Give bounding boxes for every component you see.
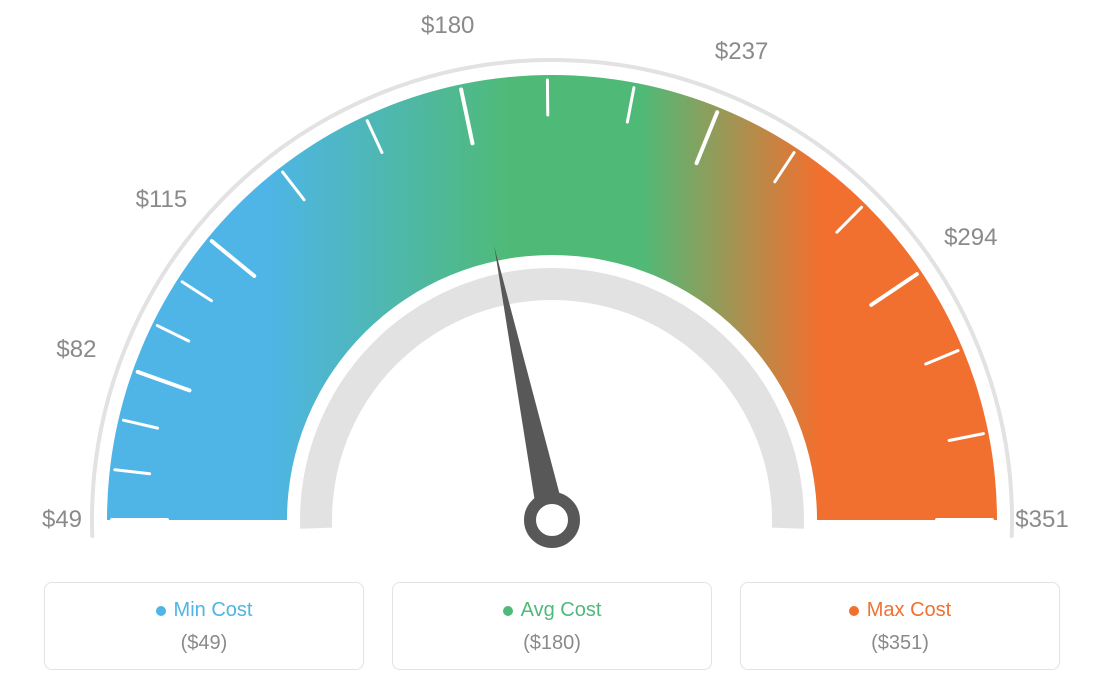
legend-dot-max xyxy=(849,606,859,616)
legend-card-avg: Avg Cost ($180) xyxy=(392,582,712,670)
legend-label-avg: Avg Cost xyxy=(521,599,602,622)
cost-gauge: $49 $82 $115 $180 $237 $294 $351 xyxy=(0,0,1104,560)
tick-label: $82 xyxy=(56,336,96,364)
legend-title-min: Min Cost xyxy=(156,599,253,622)
legend-value-min: ($49) xyxy=(45,632,363,655)
gauge-svg xyxy=(0,0,1104,560)
legend-card-max: Max Cost ($351) xyxy=(740,582,1060,670)
tick-label: $49 xyxy=(42,506,82,534)
tick-label: $351 xyxy=(1015,506,1068,534)
tick-label: $115 xyxy=(136,186,188,214)
legend-row: Min Cost ($49) Avg Cost ($180) Max Cost … xyxy=(0,582,1104,670)
legend-label-min: Min Cost xyxy=(174,599,253,622)
legend-dot-avg xyxy=(503,606,513,616)
legend-value-avg: ($180) xyxy=(393,632,711,655)
tick-label: $237 xyxy=(715,38,768,66)
tick-label: $294 xyxy=(944,224,997,252)
legend-label-max: Max Cost xyxy=(867,599,951,622)
legend-value-max: ($351) xyxy=(741,632,1059,655)
legend-dot-min xyxy=(156,606,166,616)
legend-title-max: Max Cost xyxy=(849,599,951,622)
tick-label: $180 xyxy=(421,12,474,40)
legend-title-avg: Avg Cost xyxy=(503,599,602,622)
legend-card-min: Min Cost ($49) xyxy=(44,582,364,670)
